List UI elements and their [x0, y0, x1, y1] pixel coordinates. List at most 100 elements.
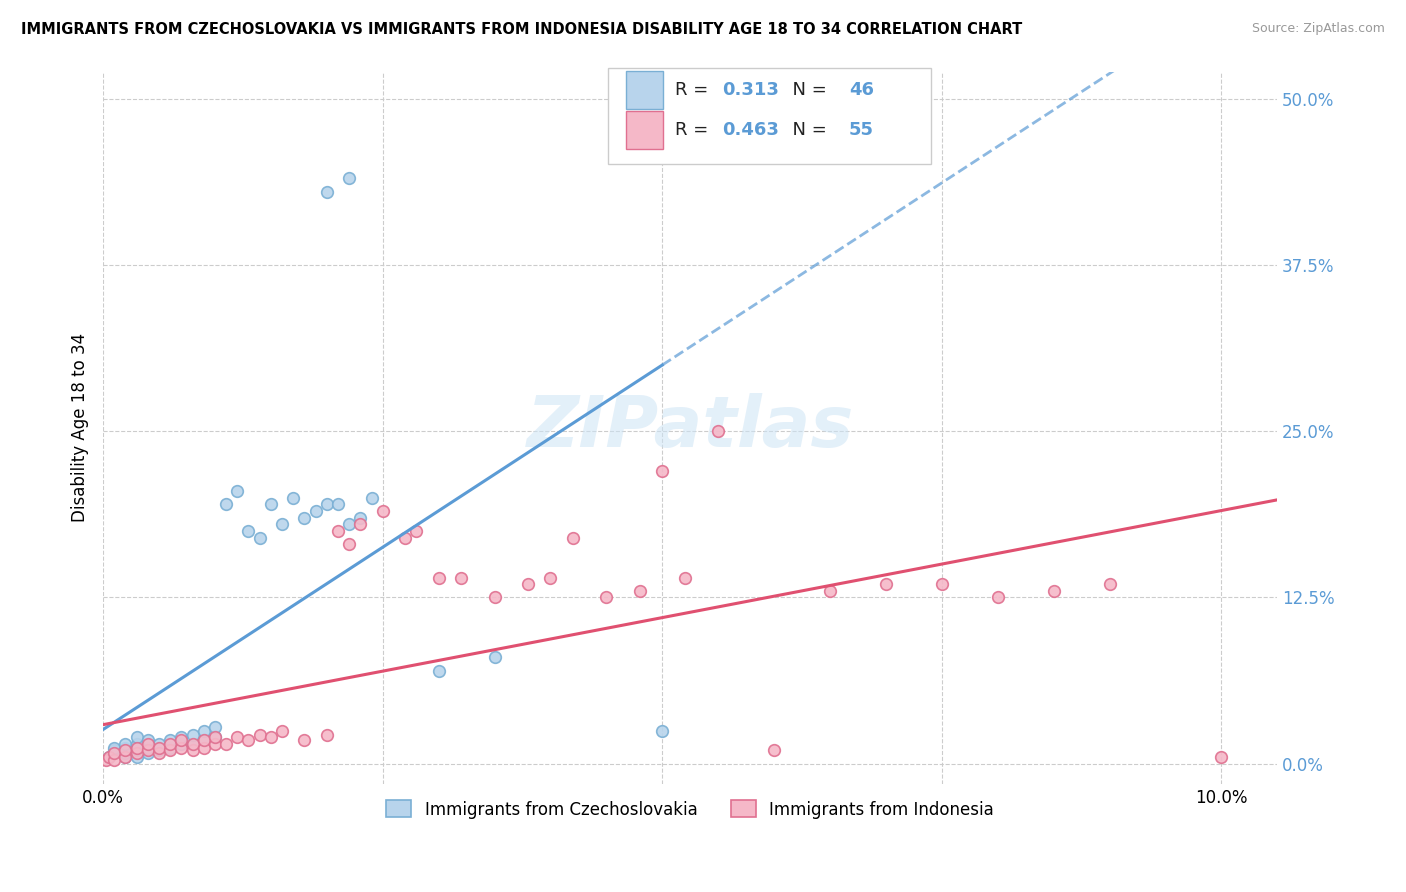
Point: [561, 531, 583, 545]
Point: [114, 750, 136, 764]
Point: [987, 591, 1010, 605]
Point: [271, 517, 294, 532]
Point: [204, 730, 226, 744]
Point: [283, 491, 305, 505]
Point: [337, 517, 360, 532]
Point: [125, 746, 148, 760]
Point: [114, 746, 136, 760]
Point: [204, 737, 226, 751]
Point: [136, 743, 159, 757]
Point: [360, 491, 382, 505]
Text: R =: R =: [675, 120, 714, 139]
Point: [651, 723, 673, 738]
Text: R =: R =: [675, 81, 714, 99]
Point: [349, 517, 371, 532]
Point: [371, 504, 394, 518]
Point: [818, 583, 841, 598]
Point: [170, 732, 193, 747]
Point: [181, 727, 204, 741]
Point: [450, 570, 472, 584]
FancyBboxPatch shape: [626, 111, 664, 149]
Point: [136, 732, 159, 747]
Point: [193, 732, 215, 747]
Point: [148, 746, 170, 760]
Point: [315, 497, 337, 511]
Point: [193, 732, 215, 747]
Point: [484, 591, 506, 605]
Point: [148, 743, 170, 757]
Point: [215, 497, 238, 511]
Point: [337, 537, 360, 551]
Point: [136, 737, 159, 751]
Point: [673, 570, 696, 584]
Point: [148, 737, 170, 751]
Point: [405, 524, 427, 538]
Point: [136, 740, 159, 755]
Legend: Immigrants from Czechoslovakia, Immigrants from Indonesia: Immigrants from Czechoslovakia, Immigran…: [380, 794, 1001, 825]
Point: [114, 750, 136, 764]
Point: [103, 743, 125, 757]
Point: [103, 753, 125, 767]
Point: [337, 171, 360, 186]
Point: [193, 723, 215, 738]
Point: [159, 737, 181, 751]
Point: [238, 524, 260, 538]
Point: [181, 737, 204, 751]
Point: [595, 591, 617, 605]
Point: [136, 746, 159, 760]
Point: [125, 743, 148, 757]
Text: 46: 46: [849, 81, 873, 99]
Text: Source: ZipAtlas.com: Source: ZipAtlas.com: [1251, 22, 1385, 36]
Text: N =: N =: [780, 81, 832, 99]
Text: N =: N =: [780, 120, 832, 139]
Point: [1098, 577, 1121, 591]
Point: [181, 737, 204, 751]
Point: [114, 740, 136, 755]
Point: [226, 730, 249, 744]
Point: [271, 723, 294, 738]
Point: [249, 727, 271, 741]
Point: [204, 730, 226, 744]
Point: [97, 750, 120, 764]
Point: [170, 737, 193, 751]
Point: [484, 650, 506, 665]
Point: [315, 727, 337, 741]
Point: [260, 730, 283, 744]
Point: [427, 570, 450, 584]
Text: ZIPatlas: ZIPatlas: [526, 393, 853, 462]
FancyBboxPatch shape: [607, 69, 931, 164]
Point: [215, 737, 238, 751]
Point: [125, 730, 148, 744]
Point: [304, 504, 326, 518]
Point: [103, 740, 125, 755]
Point: [181, 743, 204, 757]
Text: IMMIGRANTS FROM CZECHOSLOVAKIA VS IMMIGRANTS FROM INDONESIA DISABILITY AGE 18 TO: IMMIGRANTS FROM CZECHOSLOVAKIA VS IMMIGR…: [21, 22, 1022, 37]
Point: [103, 746, 125, 760]
Point: [260, 497, 283, 511]
Text: 55: 55: [849, 120, 873, 139]
Point: [238, 732, 260, 747]
Point: [875, 577, 897, 591]
Point: [125, 750, 148, 764]
Y-axis label: Disability Age 18 to 34: Disability Age 18 to 34: [72, 334, 89, 523]
Point: [170, 740, 193, 755]
Point: [96, 753, 118, 767]
Point: [517, 577, 540, 591]
Point: [326, 497, 349, 511]
Point: [114, 743, 136, 757]
Point: [931, 577, 953, 591]
Text: 0.463: 0.463: [721, 120, 779, 139]
Point: [97, 750, 120, 764]
Text: 0.313: 0.313: [721, 81, 779, 99]
Point: [315, 185, 337, 199]
Point: [170, 730, 193, 744]
Point: [226, 483, 249, 498]
Point: [628, 583, 651, 598]
Point: [349, 510, 371, 524]
Point: [125, 740, 148, 755]
Point: [294, 510, 316, 524]
Point: [159, 743, 181, 757]
Point: [538, 570, 561, 584]
Point: [763, 743, 786, 757]
Point: [1042, 583, 1064, 598]
